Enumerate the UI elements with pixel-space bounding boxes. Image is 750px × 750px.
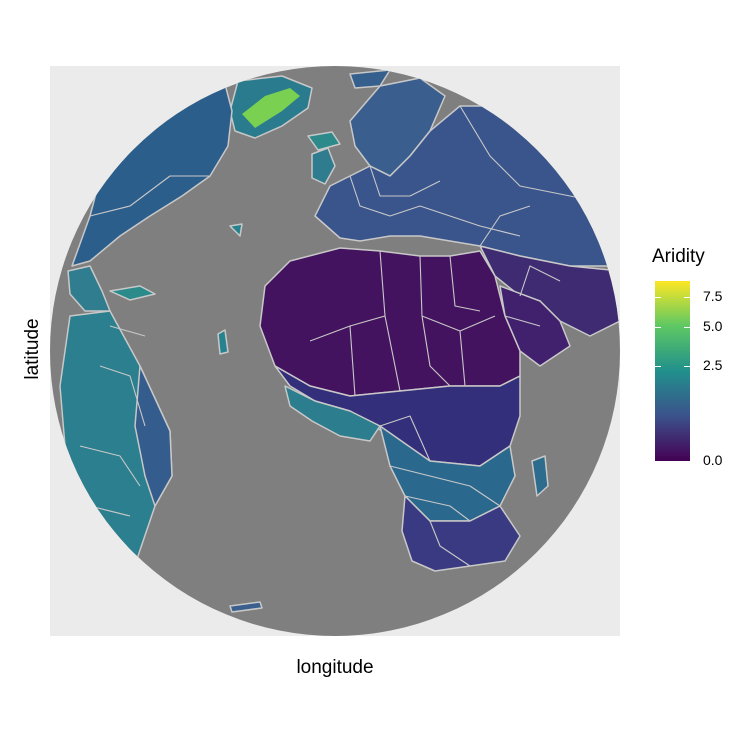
land-central-america <box>67 265 111 312</box>
legend-tick-mark <box>684 296 690 298</box>
land-west-africa-coast <box>284 385 381 442</box>
legend-tick-label: 5.0 <box>703 317 723 334</box>
land-caribbean <box>109 285 156 301</box>
legend-tick-mark <box>684 366 690 368</box>
y-axis-title: latitude <box>22 318 43 380</box>
legend-tick-mark <box>655 326 661 328</box>
legend-tick-mark <box>684 461 690 462</box>
legend-tick-mark <box>655 461 661 462</box>
globe-map <box>50 66 620 636</box>
land-middle-east <box>479 245 620 337</box>
legend: Aridity 0.0 2.5 5.0 7.5 <box>652 246 747 476</box>
legend-tick-label: 7.5 <box>703 287 723 304</box>
legend-tick-mark <box>655 296 661 298</box>
country-borders <box>79 105 620 567</box>
land-british-isles <box>311 147 336 185</box>
land-atlantic-islands <box>217 223 243 355</box>
land-south-america-east <box>134 365 173 507</box>
legend-colorbar <box>655 281 690 461</box>
land-antarctic-islands <box>229 601 263 613</box>
legend-tick-mark <box>655 366 661 368</box>
legend-tick-label: 2.5 <box>703 357 723 374</box>
land-greenland-icecap <box>242 88 300 128</box>
legend-tick-mark <box>684 326 690 328</box>
map-panel <box>50 66 620 636</box>
land-southern-africa <box>401 495 521 572</box>
land-iceland <box>307 131 341 151</box>
land-madagascar <box>531 455 549 497</box>
x-axis-title: longitude <box>296 657 374 678</box>
legend-title: Aridity <box>652 246 705 267</box>
legend-tick-label: 0.0 <box>703 452 723 468</box>
